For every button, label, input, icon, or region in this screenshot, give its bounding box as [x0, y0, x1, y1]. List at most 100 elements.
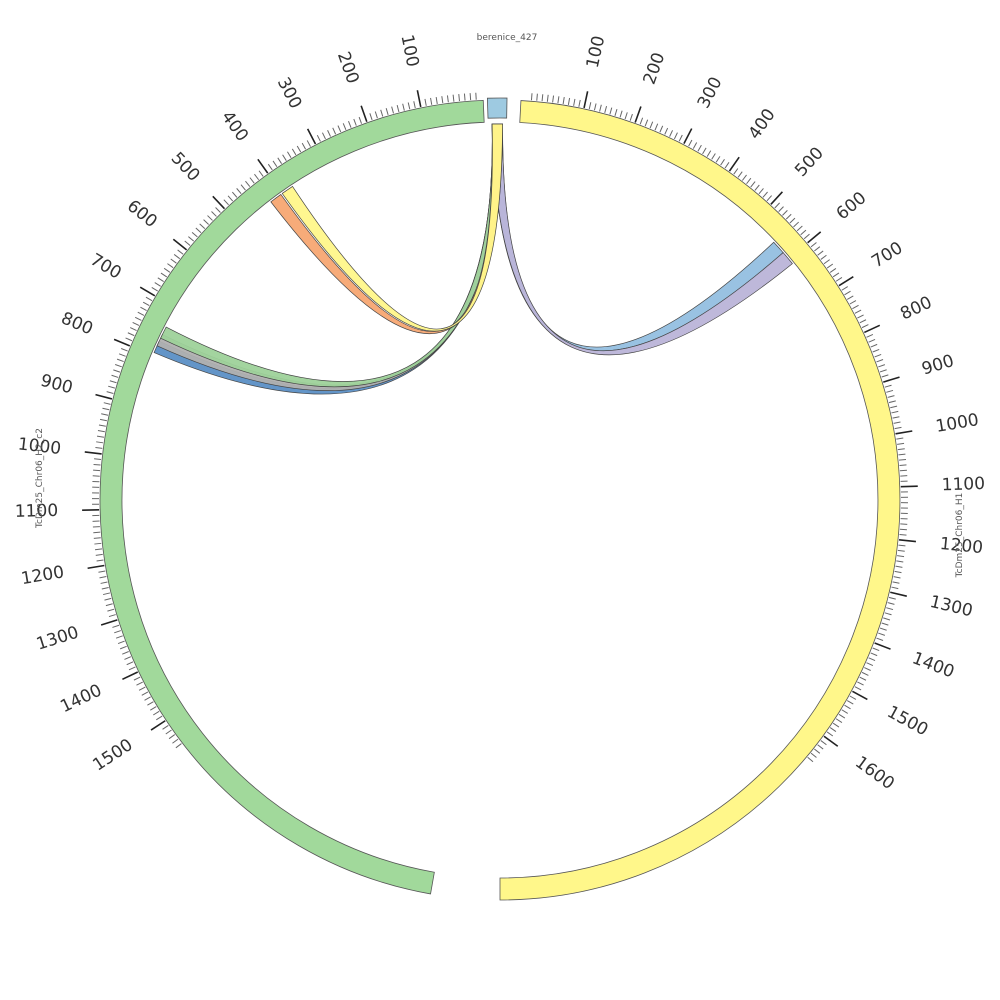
- minor-tick: [897, 448, 905, 451]
- minor-tick: [236, 188, 242, 195]
- minor-tick: [861, 671, 869, 676]
- major-tick: [863, 324, 881, 334]
- major-tick: [306, 128, 317, 145]
- minor-tick: [864, 667, 871, 671]
- minor-tick: [277, 157, 283, 164]
- minor-tick: [552, 95, 555, 103]
- minor-tick: [697, 144, 702, 152]
- minor-tick: [108, 385, 116, 389]
- minor-tick: [895, 565, 903, 568]
- minor-tick: [112, 624, 120, 628]
- minor-tick: [673, 132, 678, 140]
- minor-tick: [249, 177, 255, 184]
- minor-tick: [127, 332, 135, 337]
- tick-label-h2-1500: 1500: [89, 735, 136, 776]
- minor-tick: [893, 576, 901, 579]
- minor-tick: [136, 681, 143, 686]
- minor-tick: [413, 101, 416, 109]
- minor-tick: [441, 96, 444, 104]
- tick-label-h1-1000: 1000: [934, 410, 980, 437]
- minor-tick: [872, 348, 880, 353]
- minor-tick: [188, 236, 195, 242]
- minor-tick: [385, 108, 389, 116]
- minor-tick: [870, 343, 878, 348]
- minor-tick: [898, 544, 906, 547]
- minor-tick: [402, 103, 405, 111]
- tick-label-h1-1100: 1100: [941, 474, 985, 495]
- minor-tick: [896, 437, 904, 440]
- minor-tick: [832, 272, 840, 278]
- tick-label-h1-900: 900: [920, 351, 957, 380]
- minor-tick: [380, 109, 384, 117]
- tick-label-h1-1200: 1200: [939, 534, 984, 558]
- minor-tick: [96, 435, 105, 438]
- minor-tick: [720, 159, 725, 166]
- major-tick: [122, 671, 139, 681]
- minor-tick: [878, 364, 886, 368]
- minor-tick: [573, 98, 576, 106]
- tick-label-h1-300: 300: [694, 74, 727, 112]
- minor-tick: [141, 691, 149, 696]
- minor-tick: [810, 752, 817, 758]
- minor-tick: [227, 195, 234, 202]
- major-tick: [874, 642, 891, 650]
- minor-tick: [588, 102, 592, 110]
- minor-tick: [102, 592, 111, 596]
- minor-tick: [407, 102, 411, 110]
- minor-tick: [301, 142, 307, 150]
- minor-tick: [599, 104, 602, 112]
- tick-label-h1-1300: 1300: [928, 592, 975, 621]
- major-tick: [852, 690, 868, 701]
- minor-tick: [165, 729, 172, 735]
- minor-tick: [101, 586, 109, 590]
- minor-tick: [391, 106, 394, 114]
- minor-tick: [306, 140, 311, 147]
- minor-tick: [254, 173, 260, 181]
- minor-tick: [884, 612, 892, 616]
- minor-tick: [151, 287, 158, 292]
- tick-label-h2-1400: 1400: [57, 681, 105, 718]
- minor-tick: [796, 225, 803, 232]
- minor-tick: [156, 715, 163, 721]
- minor-tick: [172, 738, 179, 744]
- minor-tick: [870, 652, 878, 657]
- minor-tick: [817, 744, 824, 750]
- tick-label-h1-500: 500: [791, 143, 828, 180]
- minor-tick: [258, 170, 264, 177]
- minor-tick: [116, 358, 124, 363]
- minor-tick: [541, 94, 544, 102]
- minor-tick: [396, 105, 400, 113]
- minor-tick: [126, 661, 134, 666]
- minor-tick: [835, 718, 843, 723]
- minor-tick: [536, 93, 538, 101]
- minor-tick: [109, 380, 117, 384]
- minor-tick: [887, 602, 895, 605]
- minor-tick: [93, 531, 101, 534]
- minor-tick: [841, 286, 848, 291]
- minor-tick: [199, 223, 206, 229]
- minor-tick: [145, 296, 153, 302]
- minor-tick: [872, 647, 880, 652]
- minor-tick: [94, 542, 102, 545]
- minor-tick: [134, 316, 142, 321]
- minor-tick: [546, 94, 549, 102]
- minor-tick: [124, 656, 132, 660]
- major-tick: [900, 485, 918, 488]
- minor-tick: [154, 282, 161, 287]
- minor-tick: [886, 389, 894, 393]
- minor-tick: [170, 258, 177, 264]
- minor-tick: [353, 118, 357, 126]
- minor-tick: [866, 662, 874, 667]
- segments-layer: [99, 97, 901, 901]
- minor-tick: [854, 309, 862, 314]
- minor-tick: [814, 748, 821, 754]
- minor-tick: [245, 180, 251, 187]
- minor-tick: [103, 402, 111, 405]
- minor-tick: [898, 453, 906, 456]
- tick-label-h2-1000: 1000: [17, 434, 62, 459]
- minor-tick: [128, 666, 136, 671]
- major-tick: [823, 735, 839, 747]
- minor-tick: [891, 586, 899, 590]
- major-tick: [150, 720, 166, 731]
- minor-tick: [876, 359, 884, 363]
